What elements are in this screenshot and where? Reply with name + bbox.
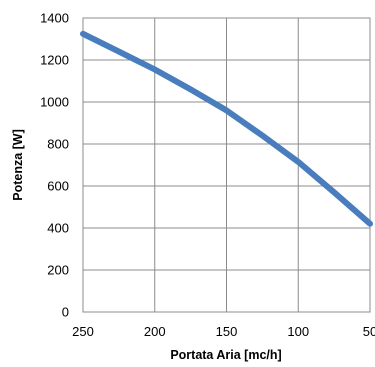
x-tick-label: 250 — [72, 324, 94, 339]
y-tick-label: 1400 — [40, 11, 69, 26]
y-axis-title: Potenza [W] — [11, 129, 25, 201]
x-tick-label: 200 — [144, 324, 166, 339]
x-tick-label: 100 — [287, 324, 309, 339]
x-tick-label: 150 — [216, 324, 238, 339]
y-tick-label: 0 — [62, 305, 69, 320]
y-tick-label: 800 — [47, 137, 69, 152]
series-line-1 — [80, 30, 373, 227]
y-tick-labels: 0 200 400 600 800 1000 1200 1400 — [40, 11, 69, 320]
x-tick-labels: 250 200 150 100 50 — [72, 324, 375, 339]
series-group — [80, 30, 373, 227]
y-tick-label: 400 — [47, 221, 69, 236]
y-tick-label: 600 — [47, 179, 69, 194]
y-tick-label: 200 — [47, 263, 69, 278]
gridlines — [82, 17, 371, 313]
x-tick-label: 50 — [363, 324, 375, 339]
plot-area — [82, 17, 371, 313]
x-axis-title: Portata Aria [mc/h] — [170, 348, 281, 362]
y-tick-label: 1200 — [40, 53, 69, 68]
y-tick-label: 1000 — [40, 95, 69, 110]
